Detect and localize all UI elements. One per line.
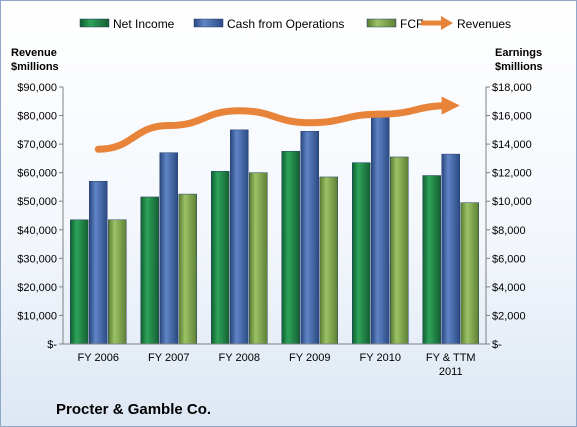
left-tick-label: $80,000 (17, 111, 57, 123)
right-tick-label: $16,000 (492, 111, 532, 123)
bar-cash-from-operations-fy-2006 (89, 180, 108, 345)
category-label: FY 2006 (78, 352, 119, 364)
bar-cash-from-operations-fy-ttm-2011 (441, 153, 460, 345)
right-axis-title-line-1: Earnings (495, 47, 542, 59)
bar-fcf-fy-2006 (108, 219, 127, 345)
bar-cash-from-operations-fy-2008 (230, 129, 249, 345)
legend-swatch-cash-from-operations (193, 18, 224, 28)
left-axis-title-line-2: $millions (11, 61, 59, 73)
bar-net-income-fy-2006 (70, 219, 89, 345)
category-label: FY 2007 (148, 352, 189, 364)
category-label: FY 2010 (360, 352, 401, 364)
bar-fcf-fy-2010 (390, 156, 409, 345)
left-tick-label: $20,000 (17, 282, 57, 294)
legend-label-net-income: Net Income (113, 17, 175, 31)
right-tick-label: $18,000 (492, 82, 532, 94)
bar-net-income-fy-2008 (211, 170, 230, 345)
right-tick-label: $4,000 (492, 282, 526, 294)
bar-net-income-fy-2007 (140, 196, 159, 345)
right-tick-label: $6,000 (492, 253, 526, 265)
bar-fcf-fy-2009 (319, 176, 338, 345)
right-tick-label: $8,000 (492, 225, 526, 237)
bar-net-income-fy-2009 (281, 151, 300, 345)
bar-cash-from-operations-fy-2007 (159, 152, 178, 345)
bar-fcf-fy-2008 (249, 172, 268, 345)
legend-swatch-fcf (366, 18, 397, 28)
left-tick-label: $90,000 (17, 82, 57, 94)
bar-cash-from-operations-fy-2009 (300, 131, 319, 345)
axes: $- $10,000 $20,000 $30,000 $40,000 $50,000 $60… (17, 82, 532, 378)
category-label: FY 2008 (219, 352, 260, 364)
right-tick-label: $12,000 (492, 168, 532, 180)
left-tick-label: $40,000 (17, 225, 57, 237)
line-revenues (94, 96, 460, 153)
legend: Net Income Cash from Operations FCF Revenue… (79, 16, 511, 31)
left-tick-label: $60,000 (17, 168, 57, 180)
right-tick-label: $10,000 (492, 196, 532, 208)
left-tick-label: $70,000 (17, 139, 57, 151)
bar-fcf-fy-2007 (178, 193, 197, 345)
plot-area (70, 96, 479, 345)
right-tick-label: $- (492, 339, 502, 351)
bar-fcf-fy-ttm-2011 (460, 202, 479, 345)
right-axis-title-line-2: $millions (495, 61, 543, 73)
company-name: Procter & Gamble Co. (56, 401, 211, 418)
category-label: FY & TTM (426, 352, 476, 364)
bar-cash-from-operations-fy-2010 (371, 113, 390, 345)
category-label: 2011 (439, 366, 463, 378)
bar-net-income-fy-ttm-2011 (422, 175, 441, 345)
left-tick-label: $50,000 (17, 196, 57, 208)
left-tick-label: $- (47, 339, 57, 351)
legend-label-revenues: Revenues (457, 17, 511, 31)
legend-label-fcf: FCF (400, 17, 423, 31)
legend-label-cash-from-operations: Cash from Operations (227, 17, 344, 31)
right-tick-label: $2,000 (492, 310, 526, 322)
left-tick-label: $30,000 (17, 253, 57, 265)
left-axis-title-line-1: Revenue (11, 47, 57, 59)
legend-arrow-revenues (441, 16, 453, 30)
left-tick-label: $10,000 (17, 310, 57, 322)
right-tick-label: $14,000 (492, 139, 532, 151)
bar-net-income-fy-2010 (352, 162, 371, 345)
category-label: FY 2009 (289, 352, 330, 364)
legend-swatch-net-income (79, 18, 110, 28)
